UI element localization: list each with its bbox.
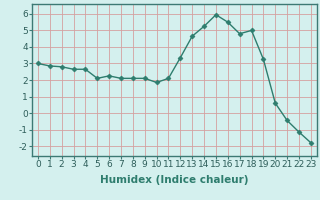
X-axis label: Humidex (Indice chaleur): Humidex (Indice chaleur) xyxy=(100,175,249,185)
